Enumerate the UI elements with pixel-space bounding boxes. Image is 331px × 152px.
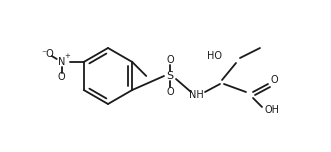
Text: NH: NH <box>189 90 203 100</box>
Text: +: + <box>64 53 70 59</box>
Text: N: N <box>58 57 66 67</box>
Text: O: O <box>270 75 278 85</box>
Text: O: O <box>166 55 174 65</box>
Text: OH: OH <box>264 105 279 115</box>
Text: S: S <box>166 71 173 81</box>
Text: HO: HO <box>207 51 222 61</box>
Text: O: O <box>58 72 66 82</box>
Text: O: O <box>166 87 174 97</box>
Text: ⁻O: ⁻O <box>41 49 54 59</box>
